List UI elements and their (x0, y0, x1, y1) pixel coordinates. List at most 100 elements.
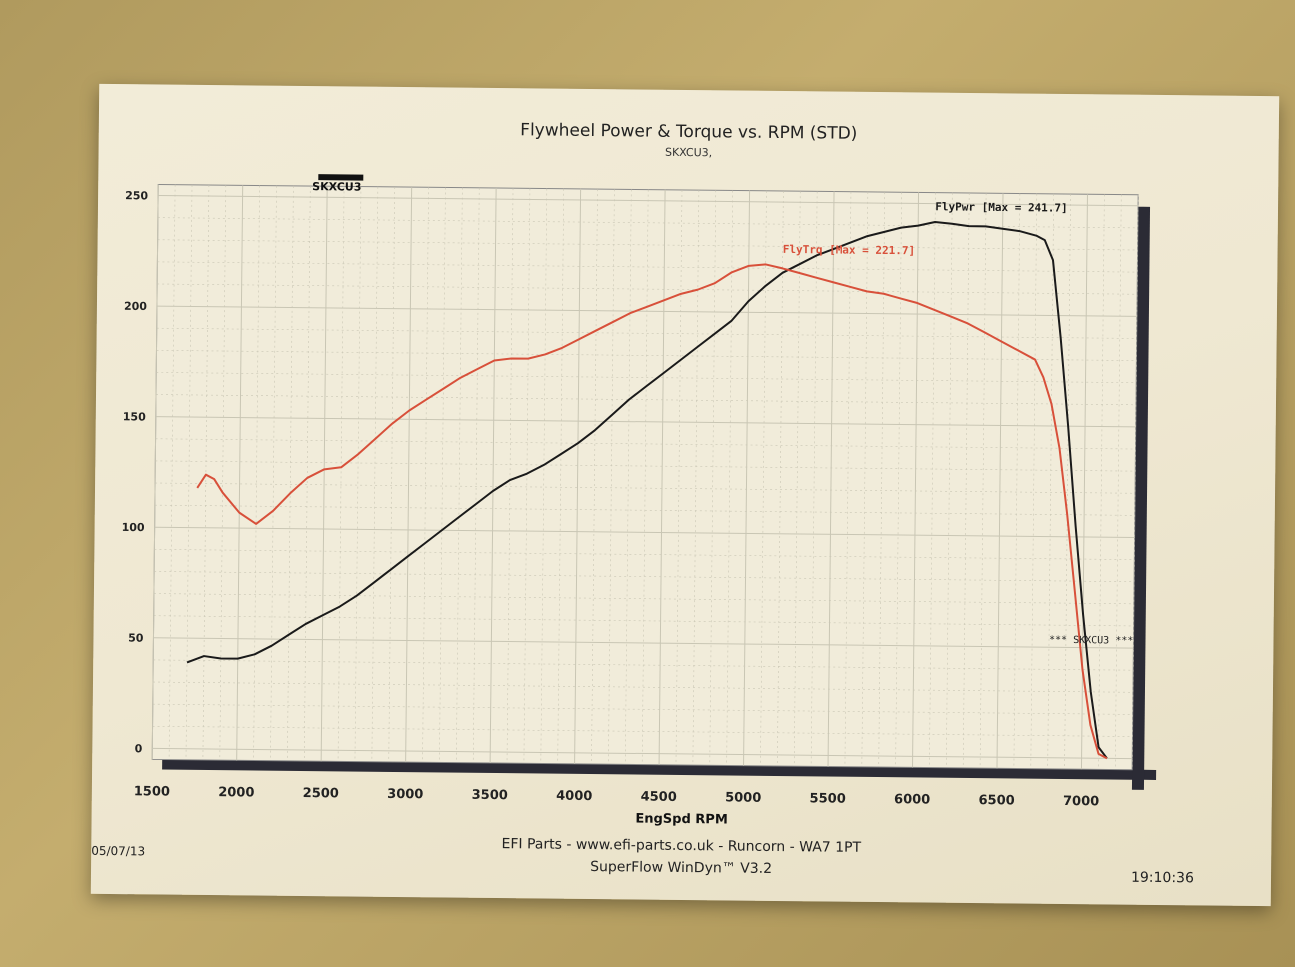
grid-line-x (945, 192, 953, 768)
grid-line-x (777, 191, 784, 766)
grid-line-y (153, 593, 1134, 605)
grid-line-x (320, 186, 328, 762)
y-tick-label: 150 (123, 410, 146, 423)
grid-line-x (219, 185, 227, 761)
grid-line-x (827, 191, 835, 767)
grid-line-x (168, 184, 176, 760)
grid-line-x (540, 188, 548, 764)
grid (151, 184, 1139, 770)
grid-line-x (912, 192, 920, 768)
grid-line-x (151, 184, 159, 760)
y-tick-label: 200 (124, 300, 147, 313)
grid-line-x (895, 192, 902, 768)
grid-line-x (692, 190, 700, 766)
y-tick-label: 100 (122, 521, 145, 534)
x-tick-label: 4000 (556, 789, 592, 804)
y-tick-label: 50 (128, 632, 144, 645)
grid-line-x (270, 185, 277, 761)
grid-line-y (155, 416, 1136, 428)
grid-line-x (624, 189, 632, 765)
grid-line-x (439, 187, 446, 763)
grid-line-x (574, 188, 582, 764)
grid-line-x (287, 185, 294, 761)
grid-line-y (153, 659, 1134, 671)
legend-swatch (318, 174, 364, 181)
grid-line-x (1047, 193, 1054, 769)
print-time: 19:10:36 (1130, 869, 1194, 887)
x-tick-label: 6000 (894, 792, 930, 807)
x-tick-label: 4500 (641, 790, 677, 805)
grid-line-y (154, 504, 1135, 516)
grid-line-x (506, 188, 514, 764)
grid-line-x (405, 187, 413, 763)
chart-labels: SKXCU3 FlyPwr [Max = 241.7] FlyTrq [Max = … (312, 174, 1133, 647)
grid-line-y (157, 261, 1138, 273)
x-tick-label: 6500 (978, 793, 1014, 808)
grid-line-x (236, 185, 244, 761)
grid-line-x (726, 190, 733, 766)
x-tick-label: 3000 (387, 787, 423, 802)
x-tick-label: 2000 (218, 785, 254, 800)
torque-max-label: FlyTrq [Max = 221.7] (783, 243, 916, 257)
grid-line-x (456, 187, 463, 763)
grid-line-x (1030, 193, 1038, 769)
grid-line-y (157, 239, 1138, 251)
grid-line-y (154, 571, 1135, 583)
grid-line-x (523, 188, 531, 764)
plot-area (151, 183, 1139, 771)
grid-line-x (1064, 194, 1071, 769)
grid-line-y (156, 327, 1137, 339)
grid-line-y (156, 350, 1137, 361)
grid-line-x (388, 186, 396, 762)
grid-line-x (608, 189, 615, 765)
grid-line-x (1131, 194, 1139, 770)
grid-line-y (157, 283, 1138, 295)
grid-line-x (861, 191, 869, 767)
grid-line-x (253, 185, 260, 761)
grid-line-x (1114, 194, 1122, 770)
grid-line-y (156, 305, 1137, 317)
grid-line-x (658, 189, 666, 765)
grid-line-x (1013, 193, 1021, 769)
print-date: 05/07/13 (91, 843, 146, 859)
grid-line-x (472, 187, 480, 763)
grid-line-y (155, 460, 1136, 472)
grid-line-x (371, 186, 379, 762)
power-max-label: FlyPwr [Max = 241.7] (935, 200, 1068, 214)
series-lines (186, 221, 1108, 760)
y-tick-label: 0 (135, 742, 143, 755)
grid-line-y (154, 549, 1135, 560)
grid-line-x (185, 184, 193, 760)
run-label: *** SKXCU3 *** (1049, 635, 1133, 647)
grid-line-y (152, 725, 1133, 737)
grid-line-y (152, 703, 1133, 715)
plot-shadow-bottom (162, 759, 1157, 780)
grid-line-x (810, 191, 818, 767)
grid-line-x (793, 191, 801, 767)
grid-line-y (155, 438, 1136, 450)
grid-line-x (337, 186, 345, 762)
grid-line-y (156, 372, 1137, 383)
x-tick-label: 7000 (1063, 794, 1099, 809)
grid-line-x (354, 186, 362, 762)
x-tick-label: 2500 (303, 786, 339, 801)
grid-line-x (675, 189, 683, 765)
dyno-chart: 1500 2000 2500 3000 3500 4000 4500 5000 5500 6000… (122, 174, 1157, 809)
grid-line-y (156, 394, 1136, 406)
grid-line-x (202, 184, 210, 760)
grid-line-y (158, 195, 1139, 207)
x-tick-label: 5500 (810, 791, 846, 806)
grid-line-x (591, 189, 598, 765)
plot-shadow-right (1131, 206, 1151, 790)
grid-line-y (153, 615, 1134, 627)
grid-line-x (709, 190, 717, 766)
grid-line-x (743, 190, 751, 766)
series-line-flypwr (186, 221, 1108, 759)
grid-line-x (422, 187, 429, 763)
grid-line-x (557, 188, 565, 764)
plot-shadow (162, 206, 1157, 790)
series-line-flytrq (196, 263, 1108, 760)
legend-label: SKXCU3 (312, 180, 361, 194)
grid-line-x (979, 193, 987, 769)
grid-line-x (303, 186, 311, 762)
